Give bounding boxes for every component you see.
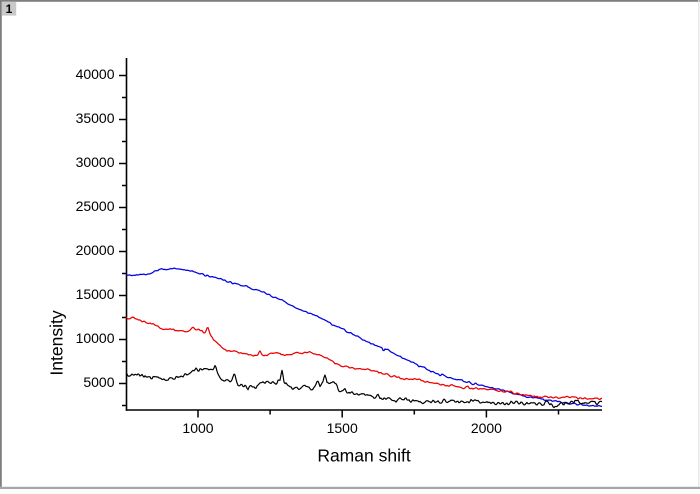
svg-text:40000: 40000 (76, 66, 115, 82)
svg-text:5000: 5000 (83, 374, 114, 390)
svg-text:Intensity: Intensity (47, 310, 67, 375)
svg-text:25000: 25000 (76, 198, 115, 214)
svg-text:1500: 1500 (327, 420, 358, 436)
svg-text:1: 1 (6, 2, 13, 16)
svg-text:35000: 35000 (76, 110, 115, 126)
svg-text:15000: 15000 (76, 286, 115, 302)
svg-text:30000: 30000 (76, 154, 115, 170)
svg-text:10000: 10000 (76, 330, 115, 346)
svg-text:Raman shift: Raman shift (317, 446, 411, 466)
svg-text:2000: 2000 (471, 420, 502, 436)
svg-text:1000: 1000 (182, 420, 213, 436)
svg-text:20000: 20000 (76, 242, 115, 258)
